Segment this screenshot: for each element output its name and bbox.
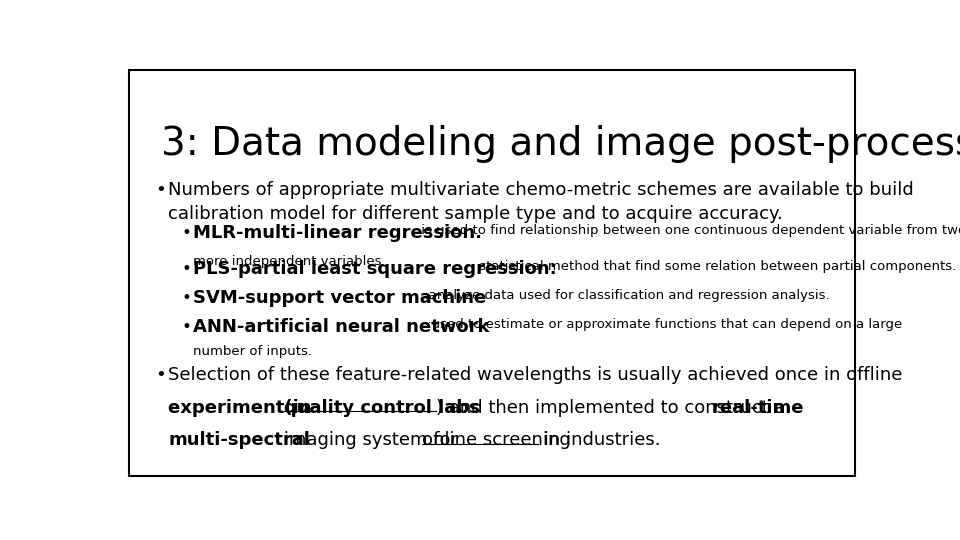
Text: Numbers of appropriate multivariate chemo-metric schemes are available to build
: Numbers of appropriate multivariate chem…: [168, 181, 914, 223]
Text: online screening: online screening: [422, 431, 571, 449]
Text: in industries.: in industries.: [538, 431, 660, 449]
Text: •: •: [156, 366, 166, 384]
Text: :used to estimate or approximate functions that can depend on a large: :used to estimate or approximate functio…: [422, 318, 902, 330]
Text: ) and then implemented to construct a: ) and then implemented to construct a: [436, 399, 791, 417]
Text: is used to find relationship between one continuous dependent variable from two : is used to find relationship between one…: [417, 224, 960, 237]
Text: ANN-artificial neural network: ANN-artificial neural network: [193, 318, 490, 335]
Text: •: •: [181, 318, 191, 335]
Text: •: •: [181, 288, 191, 307]
Text: SVM-support vector machine: SVM-support vector machine: [193, 288, 486, 307]
Text: statistical method that find some relation between partial components.: statistical method that find some relati…: [475, 260, 956, 273]
FancyBboxPatch shape: [129, 70, 855, 476]
Text: number of inputs.: number of inputs.: [193, 345, 312, 357]
Text: 3: Data modeling and image post-processing: 3: Data modeling and image post-processi…: [161, 125, 960, 163]
Text: Selection of these feature-related wavelengths is usually achieved once in offli: Selection of these feature-related wavel…: [168, 366, 902, 384]
Text: quality control labs: quality control labs: [284, 399, 480, 417]
Text: PLS-partial least square regression:: PLS-partial least square regression:: [193, 260, 557, 278]
Text: experiment(in: experiment(in: [168, 399, 318, 417]
Text: •: •: [156, 181, 166, 199]
Text: real-time: real-time: [711, 399, 804, 417]
Text: multi-spectral: multi-spectral: [168, 431, 310, 449]
Text: more independent variables: more independent variables: [193, 255, 381, 268]
Text: imaging system for: imaging system for: [278, 431, 464, 449]
Text: •: •: [181, 260, 191, 278]
Text: MLR-multi-linear regression.: MLR-multi-linear regression.: [193, 224, 482, 241]
Text: •: •: [181, 224, 191, 241]
Text: :analyze data used for classification and regression analysis.: :analyze data used for classification an…: [420, 288, 829, 301]
